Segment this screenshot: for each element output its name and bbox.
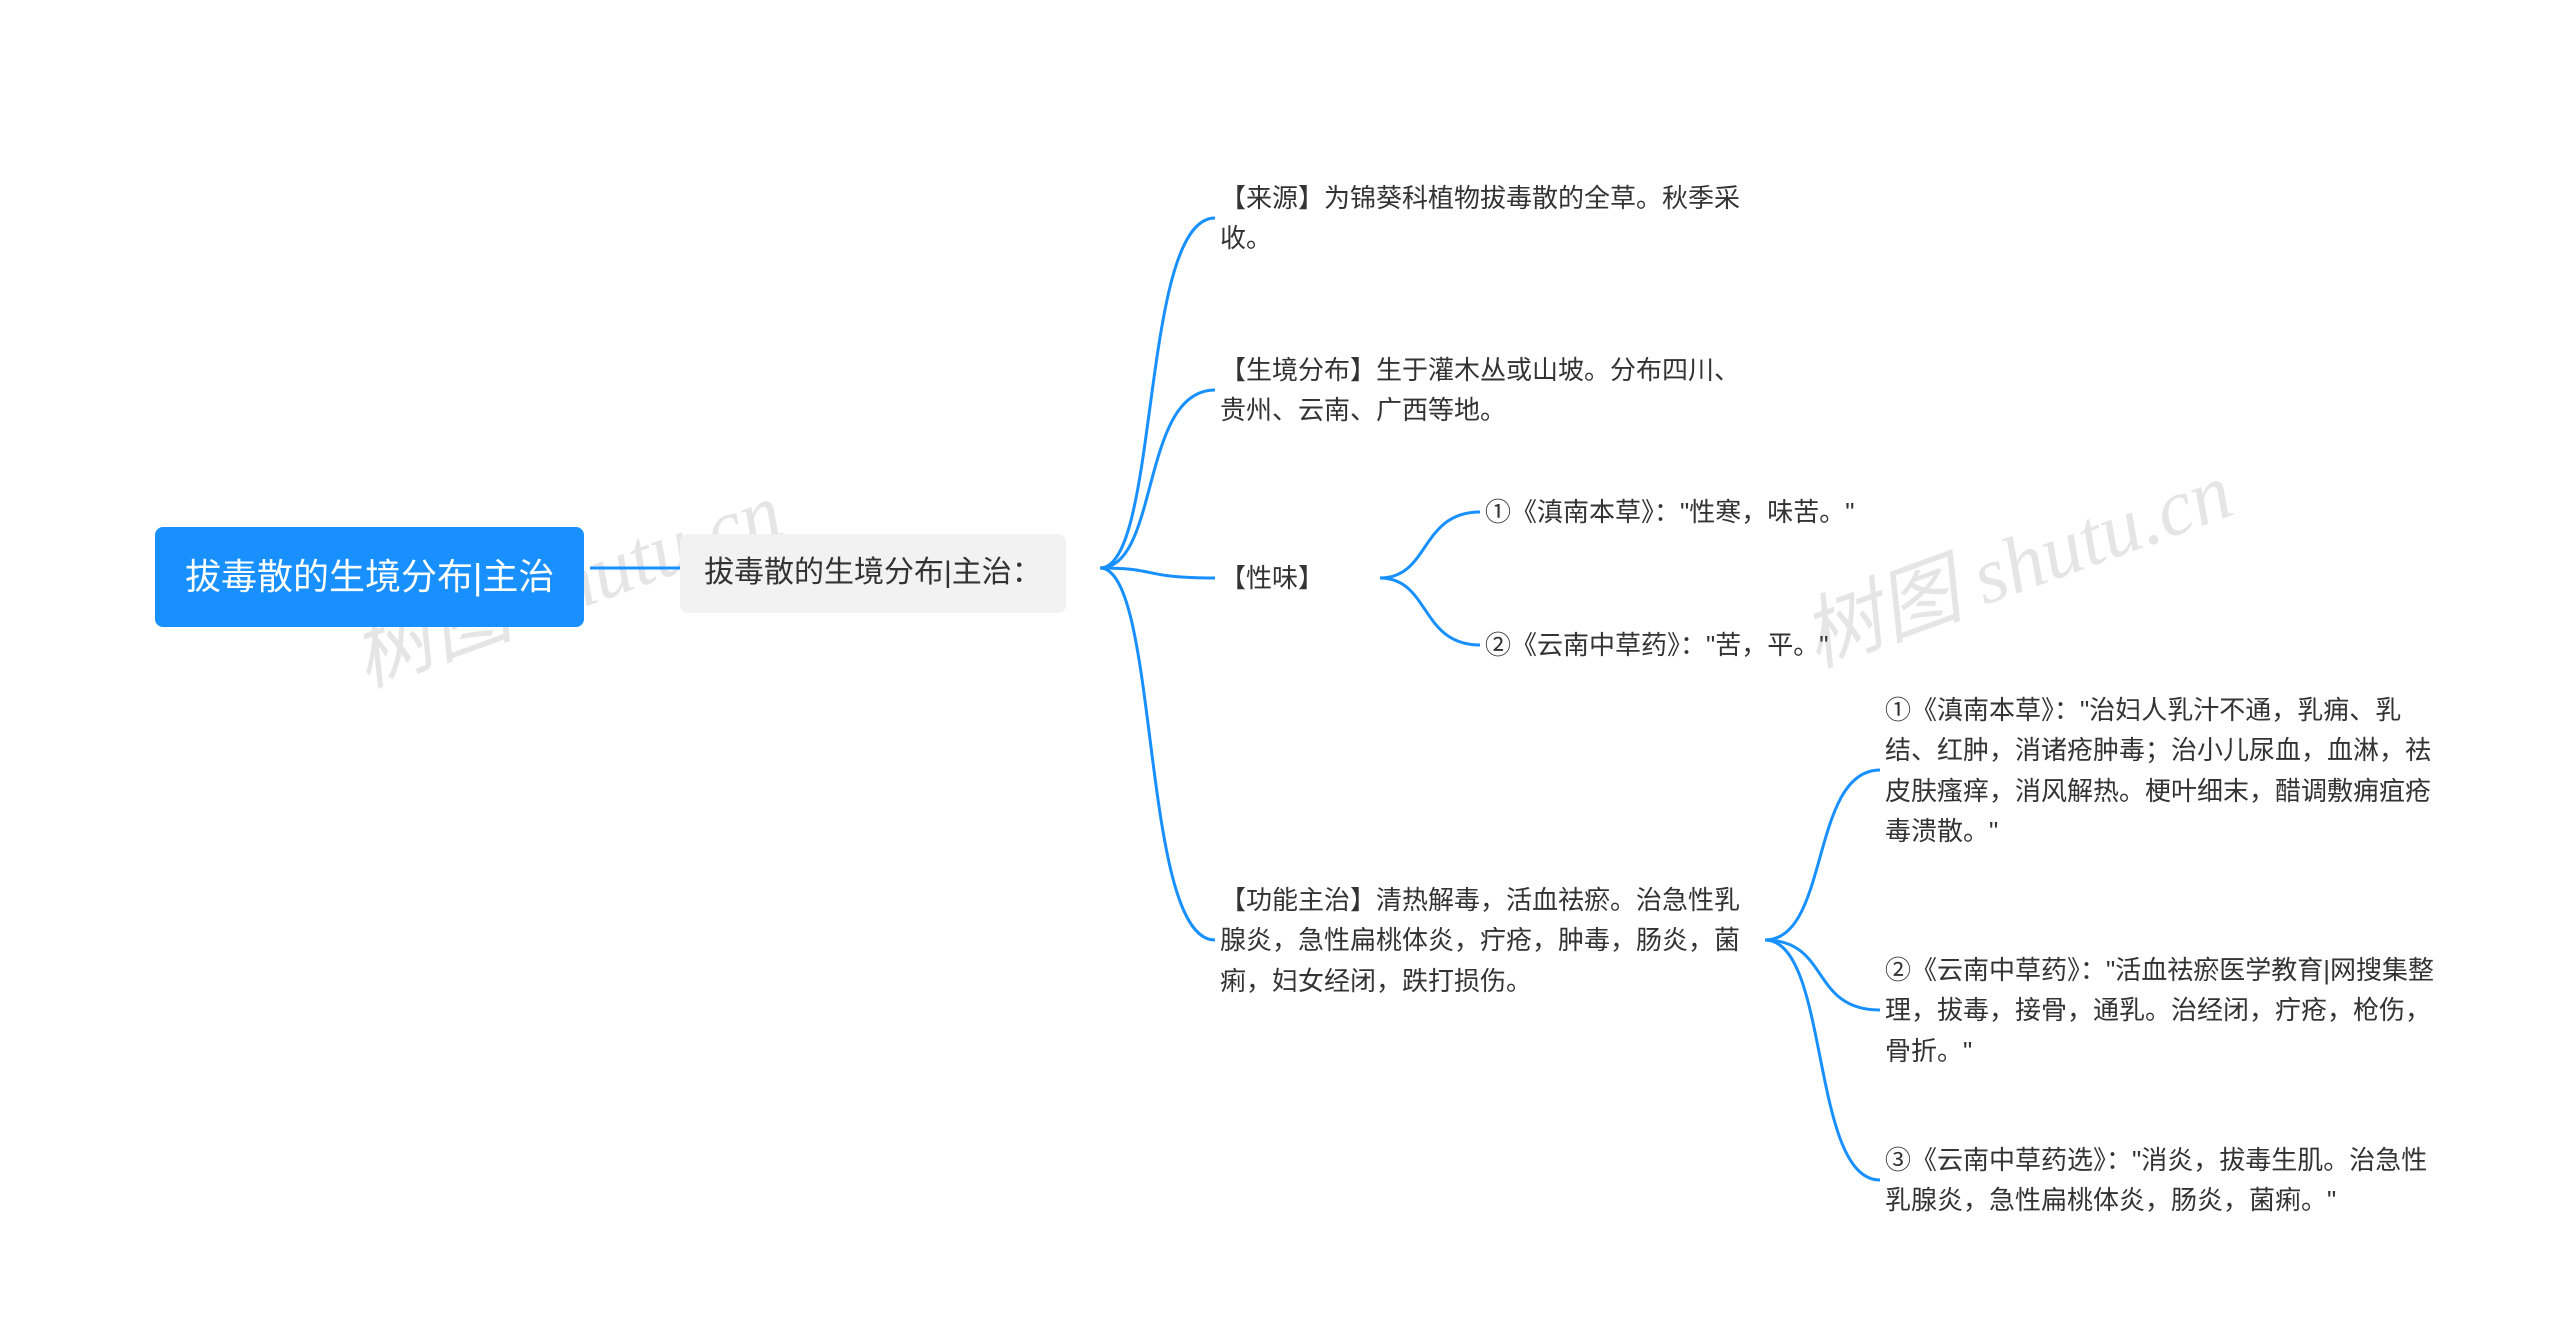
- function-child-3-text: ③《云南中草药选》："消炎，拔毒生肌。治急性乳腺炎，急性扁桃体炎，肠炎，菌痢。": [1885, 1145, 2427, 1215]
- sub-label: 拔毒散的生境分布|主治：: [704, 556, 1042, 589]
- branch-taste-text: 【性味】: [1220, 563, 1324, 593]
- branch-habitat[interactable]: 【生境分布】生于灌木丛或山坡。分布四川、贵州、云南、广西等地。: [1220, 350, 1760, 431]
- branch-source-text: 【来源】为锦葵科植物拔毒散的全草。秋季采收。: [1220, 183, 1740, 253]
- root-node[interactable]: 拔毒散的生境分布|主治: [155, 527, 584, 627]
- taste-child-2-text: ②《云南中草药》："苦，平。": [1485, 630, 1828, 660]
- branch-function-text: 【功能主治】清热解毒，活血祛瘀。治急性乳腺炎，急性扁桃体炎，疔疮，肿毒，肠炎，菌…: [1220, 885, 1740, 996]
- taste-child-1-text: ①《滇南本草》："性寒，味苦。": [1485, 497, 1854, 527]
- taste-child-1[interactable]: ①《滇南本草》："性寒，味苦。": [1485, 492, 1854, 532]
- branch-function[interactable]: 【功能主治】清热解毒，活血祛瘀。治急性乳腺炎，急性扁桃体炎，疔疮，肿毒，肠炎，菌…: [1220, 880, 1760, 1001]
- root-label: 拔毒散的生境分布|主治: [185, 556, 554, 597]
- function-child-2-text: ②《云南中草药》："活血祛瘀医学教育|网搜集整理，拔毒，接骨，通乳。治经闭，疔疮…: [1885, 955, 2434, 1066]
- function-child-3[interactable]: ③《云南中草药选》："消炎，拔毒生肌。治急性乳腺炎，急性扁桃体炎，肠炎，菌痢。": [1885, 1140, 2445, 1221]
- branch-habitat-text: 【生境分布】生于灌木丛或山坡。分布四川、贵州、云南、广西等地。: [1220, 355, 1740, 425]
- watermark-2: 树图 shutu.cn: [1784, 427, 2245, 690]
- mindmap-canvas: 树图 shutu.cn 树图 shutu.cn 拔毒散的生境分布|主治 拔毒散的…: [0, 0, 2560, 1339]
- function-child-2[interactable]: ②《云南中草药》："活血祛瘀医学教育|网搜集整理，拔毒，接骨，通乳。治经闭，疔疮…: [1885, 950, 2445, 1071]
- sub-node[interactable]: 拔毒散的生境分布|主治：: [680, 534, 1066, 613]
- function-child-1-text: ①《滇南本草》："治妇人乳汁不通，乳痈、乳结、红肿，消诸疮肿毒；治小儿尿血，血淋…: [1885, 695, 2431, 846]
- branch-taste[interactable]: 【性味】: [1220, 558, 1324, 598]
- taste-child-2[interactable]: ②《云南中草药》："苦，平。": [1485, 625, 1828, 665]
- function-child-1[interactable]: ①《滇南本草》："治妇人乳汁不通，乳痈、乳结、红肿，消诸疮肿毒；治小儿尿血，血淋…: [1885, 690, 2445, 851]
- branch-source[interactable]: 【来源】为锦葵科植物拔毒散的全草。秋季采收。: [1220, 178, 1760, 259]
